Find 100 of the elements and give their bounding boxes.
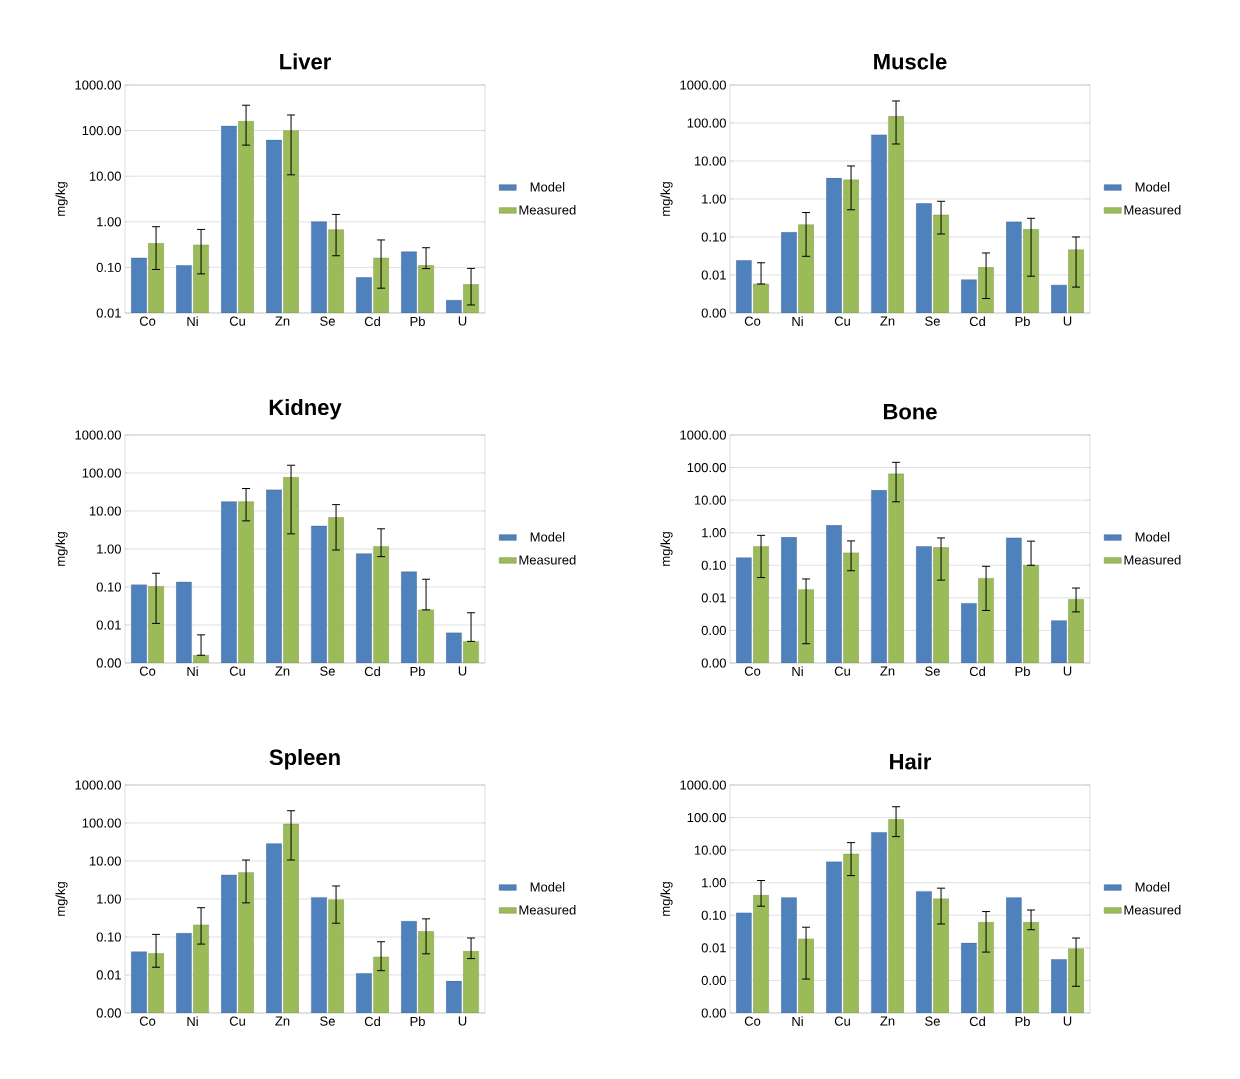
- chart-title: Spleen: [269, 748, 340, 770]
- x-tick-label: Cu: [229, 666, 245, 676]
- legend-label: Model: [1135, 182, 1170, 192]
- chart-title: Hair: [890, 753, 932, 770]
- legend-label: Model: [1135, 532, 1170, 542]
- x-tick-label: U: [1063, 316, 1072, 326]
- y-tick-label: 0.01: [701, 593, 726, 603]
- y-tick-label: 1000.00: [75, 430, 121, 440]
- legend-label: Model: [530, 182, 565, 192]
- y-tick-label: 1000.00: [75, 80, 121, 90]
- x-tick-label: Ni: [792, 316, 803, 326]
- y-tick-label: 0.10: [96, 932, 121, 942]
- legend-label: Measured: [1124, 554, 1181, 565]
- x-tick-label: Co: [139, 1016, 156, 1026]
- x-tick-label: Pb: [410, 316, 425, 327]
- legend-label: Measured: [519, 554, 576, 565]
- x-tick-label: Pb: [410, 1016, 425, 1027]
- y-tick-label: 0.10: [701, 910, 726, 920]
- x-tick-label: Cu: [834, 666, 850, 676]
- x-tick-label: Cd: [364, 316, 380, 327]
- x-tick-label: Zn: [880, 666, 895, 676]
- y-tick-label: 100.00: [82, 818, 121, 828]
- x-tick-label: Co: [139, 316, 156, 326]
- x-tick-label: Se: [925, 316, 940, 326]
- x-tick-label: U: [1063, 666, 1072, 676]
- legend-label: Measured: [1124, 904, 1181, 915]
- y-tick-label: 0.01: [96, 308, 121, 318]
- y-tick-label: 1000.00: [680, 80, 726, 90]
- x-tick-label: Pb: [1015, 316, 1030, 327]
- chart-title: Muscle: [874, 53, 947, 70]
- x-tick-label: Cu: [229, 1016, 245, 1026]
- y-tick-label: 0.01: [96, 620, 121, 630]
- legend-label: Model: [530, 882, 565, 892]
- x-tick-label: Pb: [1015, 666, 1030, 677]
- x-tick-label: Se: [320, 666, 335, 676]
- x-tick-label: Cu: [834, 316, 850, 326]
- y-tick-label: 10.00: [89, 856, 121, 866]
- x-tick-label: Cd: [969, 316, 985, 327]
- y-tick-label: 1.00: [702, 878, 726, 888]
- y-tick-label: 1.00: [702, 194, 726, 204]
- x-tick-label: Zn: [880, 316, 895, 326]
- x-tick-label: Ni: [187, 1016, 198, 1026]
- x-tick-label: Cd: [364, 1016, 380, 1027]
- x-tick-label: Zn: [275, 666, 290, 676]
- y-tick-label: 10.00: [89, 506, 121, 516]
- y-tick-label: 1.00: [97, 894, 121, 904]
- legend-label: Model: [1135, 882, 1170, 892]
- x-tick-label: Ni: [792, 666, 803, 676]
- y-tick-label: 1000.00: [680, 430, 726, 440]
- y-tick-label: 10.00: [89, 171, 121, 181]
- x-tick-label: Se: [320, 316, 335, 326]
- y-tick-label: 1000.00: [680, 780, 726, 790]
- legend-label: Measured: [1124, 204, 1181, 215]
- y-tick-label: 0.00: [701, 975, 726, 986]
- x-tick-label: U: [458, 316, 467, 326]
- x-tick-label: Cd: [969, 666, 985, 677]
- x-tick-label: Cu: [834, 1016, 850, 1026]
- y-axis-title: mg/kg: [55, 532, 68, 566]
- y-tick-label: 0.10: [701, 232, 726, 242]
- x-tick-label: Pb: [1015, 1016, 1030, 1027]
- y-tick-label: 0.00: [701, 625, 726, 636]
- chart-title: Bone: [883, 404, 937, 420]
- x-tick-label: Ni: [187, 666, 198, 676]
- x-tick-label: Cd: [969, 1016, 985, 1027]
- x-tick-label: Co: [139, 666, 156, 676]
- y-tick-label: 0.00: [701, 658, 726, 668]
- y-tick-label: 1.00: [97, 544, 121, 554]
- y-tick-label: 0.01: [96, 970, 121, 980]
- y-tick-label: 0.00: [96, 1008, 121, 1018]
- x-tick-label: Zn: [275, 1016, 290, 1026]
- x-tick-label: U: [458, 1016, 467, 1026]
- x-tick-label: U: [458, 666, 467, 676]
- y-tick-label: 100.00: [82, 468, 121, 478]
- y-axis-title: mg/kg: [660, 182, 673, 216]
- x-tick-label: Ni: [187, 316, 198, 326]
- y-tick-label: 0.01: [701, 943, 726, 953]
- x-tick-label: Co: [744, 316, 761, 326]
- y-tick-label: 10.00: [694, 156, 726, 166]
- y-tick-label: 0.10: [701, 560, 726, 570]
- y-tick-label: 1.00: [702, 528, 726, 538]
- y-tick-label: 0.10: [96, 582, 121, 592]
- chart-title: Kidney: [269, 398, 342, 420]
- y-tick-label: 100.00: [82, 125, 121, 136]
- y-tick-label: 1.00: [97, 217, 121, 227]
- x-tick-label: Se: [925, 666, 940, 676]
- y-tick-label: 0.00: [701, 1008, 726, 1018]
- y-axis-title: mg/kg: [660, 882, 673, 916]
- x-tick-label: Ni: [792, 1016, 803, 1026]
- y-tick-label: 100.00: [687, 812, 726, 823]
- x-tick-label: Co: [744, 666, 761, 676]
- y-tick-label: 100.00: [687, 462, 726, 473]
- x-tick-label: Pb: [410, 666, 425, 677]
- chart-title: Liver: [280, 53, 331, 70]
- x-tick-label: Zn: [275, 316, 290, 326]
- legend-label: Measured: [519, 204, 576, 215]
- x-tick-label: Se: [320, 1016, 335, 1026]
- legend-label: Measured: [519, 904, 576, 915]
- y-tick-label: 0.00: [701, 308, 726, 318]
- y-tick-label: 10.00: [694, 495, 726, 505]
- x-tick-label: Se: [925, 1016, 940, 1026]
